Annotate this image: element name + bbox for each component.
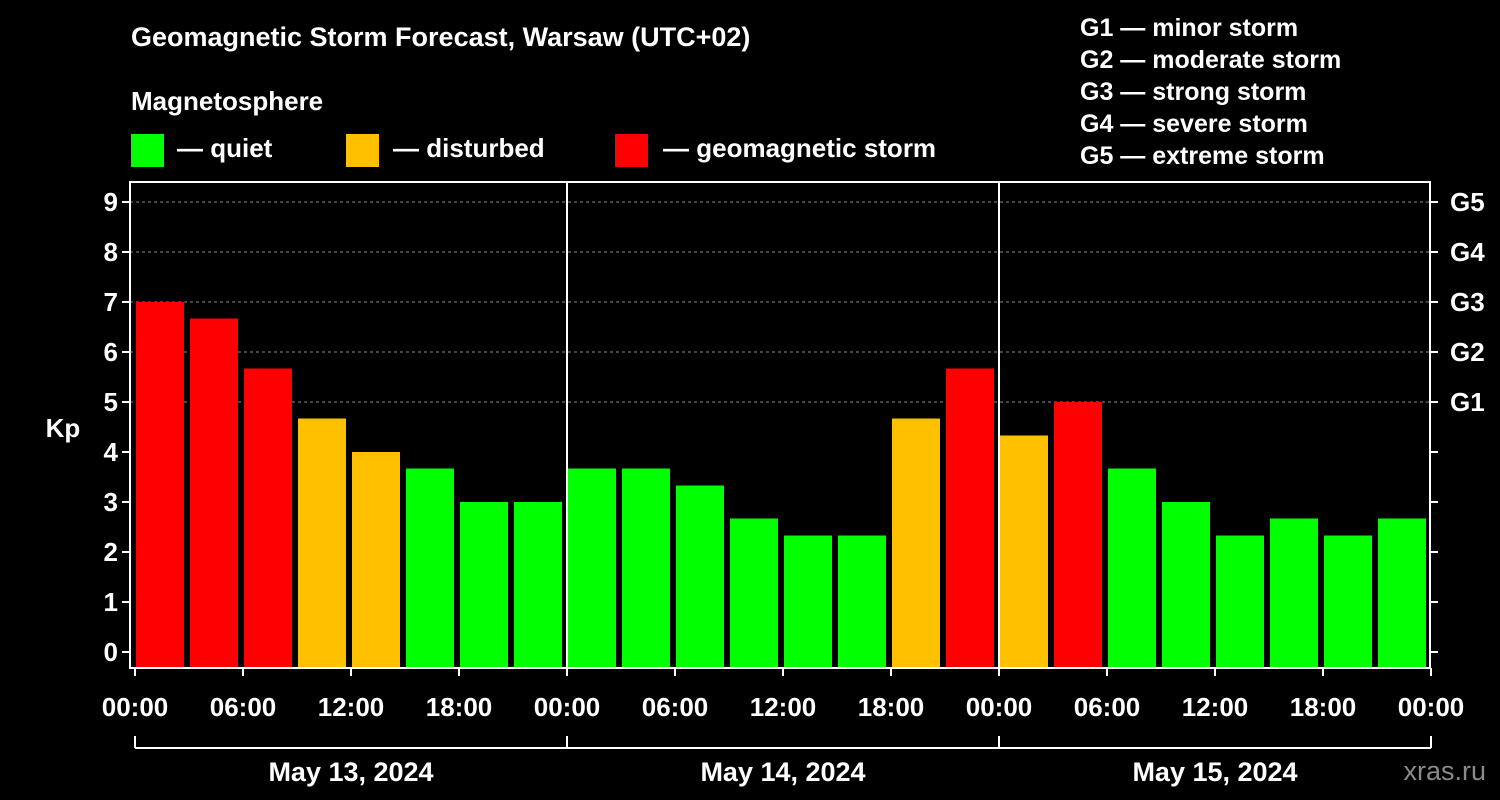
g-scale-g4: G4 — severe storm xyxy=(1080,110,1308,138)
kp-bar-14 xyxy=(892,418,940,667)
legend-swatch-disturbed xyxy=(346,134,379,167)
chart-title: Geomagnetic Storm Forecast, Warsaw (UTC+… xyxy=(131,22,751,52)
kp-bar-12 xyxy=(784,535,832,667)
y-tick-label-7: 7 xyxy=(104,287,118,317)
y-tick-label-5: 5 xyxy=(104,387,118,417)
x-tick-label-5: 06:00 xyxy=(642,692,709,722)
kp-bar-9 xyxy=(622,468,670,667)
y-tick-label-1: 1 xyxy=(104,587,118,617)
g-scale-g5: G5 — extreme storm xyxy=(1080,142,1325,170)
kp-bar-22 xyxy=(1324,535,1372,667)
kp-bar-15 xyxy=(946,368,994,667)
x-tick-label-7: 18:00 xyxy=(858,692,925,722)
y-tick-label-4: 4 xyxy=(104,437,119,467)
y-tick-label-3: 3 xyxy=(104,487,118,517)
watermark: xras.ru xyxy=(1403,756,1486,786)
kp-bar-2 xyxy=(244,368,292,667)
y-tick-label-9: 9 xyxy=(104,187,118,217)
x-tick-label-11: 18:00 xyxy=(1290,692,1357,722)
kp-bar-11 xyxy=(730,518,778,667)
right-label-G2: G2 xyxy=(1450,337,1485,367)
x-tick-label-8: 00:00 xyxy=(966,692,1033,722)
kp-bar-6 xyxy=(460,502,508,667)
x-tick-label-3: 18:00 xyxy=(426,692,493,722)
x-tick-label-1: 06:00 xyxy=(210,692,277,722)
day-label-0: May 13, 2024 xyxy=(268,757,433,787)
y-axis-label: Kp xyxy=(46,413,81,443)
legend-heading: Magnetosphere xyxy=(131,86,324,116)
y-tick-label-8: 8 xyxy=(104,237,118,267)
y-tick-label-2: 2 xyxy=(104,537,118,567)
kp-bar-4 xyxy=(352,452,400,667)
x-tick-label-2: 12:00 xyxy=(318,692,385,722)
kp-bar-8 xyxy=(568,468,616,667)
kp-bar-5 xyxy=(406,468,454,667)
kp-bar-3 xyxy=(298,418,346,667)
x-tick-label-12: 00:00 xyxy=(1398,692,1465,722)
day-label-2: May 15, 2024 xyxy=(1132,757,1297,787)
legend-label-quiet: — quiet xyxy=(177,133,273,163)
right-label-G4: G4 xyxy=(1450,237,1485,267)
x-tick-label-6: 12:00 xyxy=(750,692,817,722)
g-scale-g1: G1 — minor storm xyxy=(1080,14,1299,42)
kp-bar-23 xyxy=(1378,518,1426,667)
plot-frame xyxy=(129,181,1431,669)
day-label-1: May 14, 2024 xyxy=(700,757,865,787)
kp-bar-13 xyxy=(838,535,886,667)
right-label-G5: G5 xyxy=(1450,187,1485,217)
kp-bar-21 xyxy=(1270,518,1318,667)
right-label-G1: G1 xyxy=(1450,387,1485,417)
y-tick-label-6: 6 xyxy=(104,337,118,367)
g-scale-g2: G2 — moderate storm xyxy=(1080,46,1342,74)
g-scale-g3: G3 — strong storm xyxy=(1080,78,1307,106)
legend-swatch-quiet xyxy=(131,134,164,167)
x-tick-label-0: 00:00 xyxy=(102,692,169,722)
x-tick-label-9: 06:00 xyxy=(1074,692,1141,722)
kp-bar-10 xyxy=(676,485,724,667)
legend-swatch-storm xyxy=(615,134,648,167)
kp-bar-0 xyxy=(136,302,184,667)
y-tick-label-0: 0 xyxy=(104,637,118,667)
kp-bar-19 xyxy=(1162,502,1210,667)
legend-label-storm: — geomagnetic storm xyxy=(663,133,937,163)
kp-bar-18 xyxy=(1108,468,1156,667)
kp-bar-16 xyxy=(1000,435,1048,667)
legend-label-disturbed: — disturbed xyxy=(393,133,545,163)
x-tick-label-10: 12:00 xyxy=(1182,692,1249,722)
right-label-G3: G3 xyxy=(1450,287,1485,317)
kp-bar-7 xyxy=(514,502,562,667)
x-tick-label-4: 00:00 xyxy=(534,692,601,722)
kp-bar-17 xyxy=(1054,402,1102,667)
kp-bar-1 xyxy=(190,318,238,667)
kp-bar-20 xyxy=(1216,535,1264,667)
